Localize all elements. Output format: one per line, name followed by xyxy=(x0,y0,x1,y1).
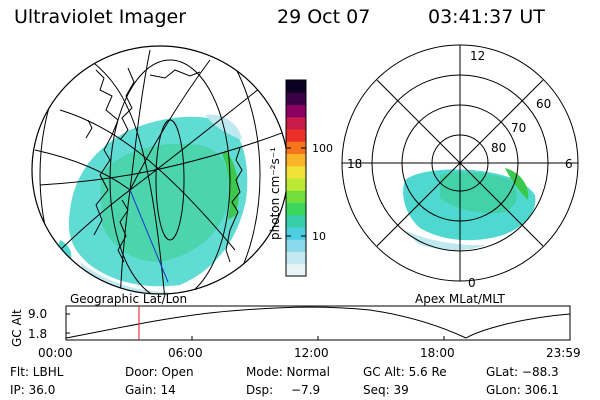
colorbar-segment xyxy=(286,263,306,277)
mlt-label-6: 6 xyxy=(565,157,573,171)
geographic-panel-label: Geographic Lat/Lon xyxy=(70,292,187,306)
ip-info: IP: 36.0 xyxy=(10,383,56,397)
colorbar-segment xyxy=(286,178,306,191)
colorbar-segment xyxy=(286,104,306,118)
mlat-label-80: 80 xyxy=(491,141,506,155)
altitude-ylabel: GC Alt xyxy=(10,309,24,347)
colorbar-segment xyxy=(286,239,306,252)
colorbar-tick-100: 100 xyxy=(312,142,333,155)
glat-info: GLat: −88.3 xyxy=(486,365,559,379)
polar-map xyxy=(341,44,579,282)
altitude-xtick-0600: 06:00 xyxy=(168,346,203,360)
colorbar-segment xyxy=(286,153,306,167)
colorbar-segment xyxy=(286,116,306,130)
date-label: 29 Oct 07 xyxy=(277,6,371,28)
altitude-ytick-9: 9.0 xyxy=(28,307,47,321)
altitude-xtick-1200: 12:00 xyxy=(294,346,329,360)
mlt-label-12: 12 xyxy=(470,49,485,63)
mlt-label-0: 0 xyxy=(468,276,476,290)
colorbar-segment xyxy=(286,80,306,93)
colorbar-segment xyxy=(286,165,306,179)
filter-info: Flt: LBHL xyxy=(10,365,64,379)
colorbar-segment xyxy=(286,190,306,203)
gc-alt-info: GC Alt: 5.6 Re xyxy=(363,365,447,379)
colorbar-segment xyxy=(286,129,306,142)
altitude-curve xyxy=(65,306,571,339)
colorbar xyxy=(285,79,307,277)
mode-info: Mode: Normal xyxy=(246,365,330,379)
altitude-xtick-2359: 23:59 xyxy=(546,346,581,360)
colorbar-tick-10: 10 xyxy=(312,230,326,243)
colorbar-segment xyxy=(286,92,306,105)
gain-info: Gain: 14 xyxy=(125,383,176,397)
colorbar-segment xyxy=(286,202,306,216)
mlt-label-18: 18 xyxy=(347,157,362,171)
colorbar-segment xyxy=(286,141,306,154)
time-label: 03:41:37 UT xyxy=(428,6,545,28)
colorbar-segment xyxy=(286,214,306,228)
geographic-map xyxy=(31,45,289,295)
door-info: Door: Open xyxy=(125,365,194,379)
altitude-xtick-1800: 18:00 xyxy=(420,346,455,360)
glon-info: GLon: 306.1 xyxy=(486,383,559,397)
altitude-ytick-1_8: 1.8 xyxy=(28,327,47,341)
colorbar-unit-label: photon cm⁻²s⁻¹ xyxy=(268,147,282,240)
altitude-plot xyxy=(65,305,571,341)
dsp-label: Dsp: xyxy=(246,383,274,397)
mlat-label-70: 70 xyxy=(511,121,526,135)
colorbar-segment xyxy=(286,227,306,240)
dsp-value: −7.9 xyxy=(291,383,321,397)
altitude-xtick-0000: 00:00 xyxy=(38,346,73,360)
instrument-title: Ultraviolet Imager xyxy=(14,6,187,28)
seq-info: Seq: 39 xyxy=(363,383,409,397)
apex-panel-label: Apex MLat/MLT xyxy=(415,292,505,306)
mlat-label-60: 60 xyxy=(536,97,551,111)
colorbar-segment xyxy=(286,251,306,265)
